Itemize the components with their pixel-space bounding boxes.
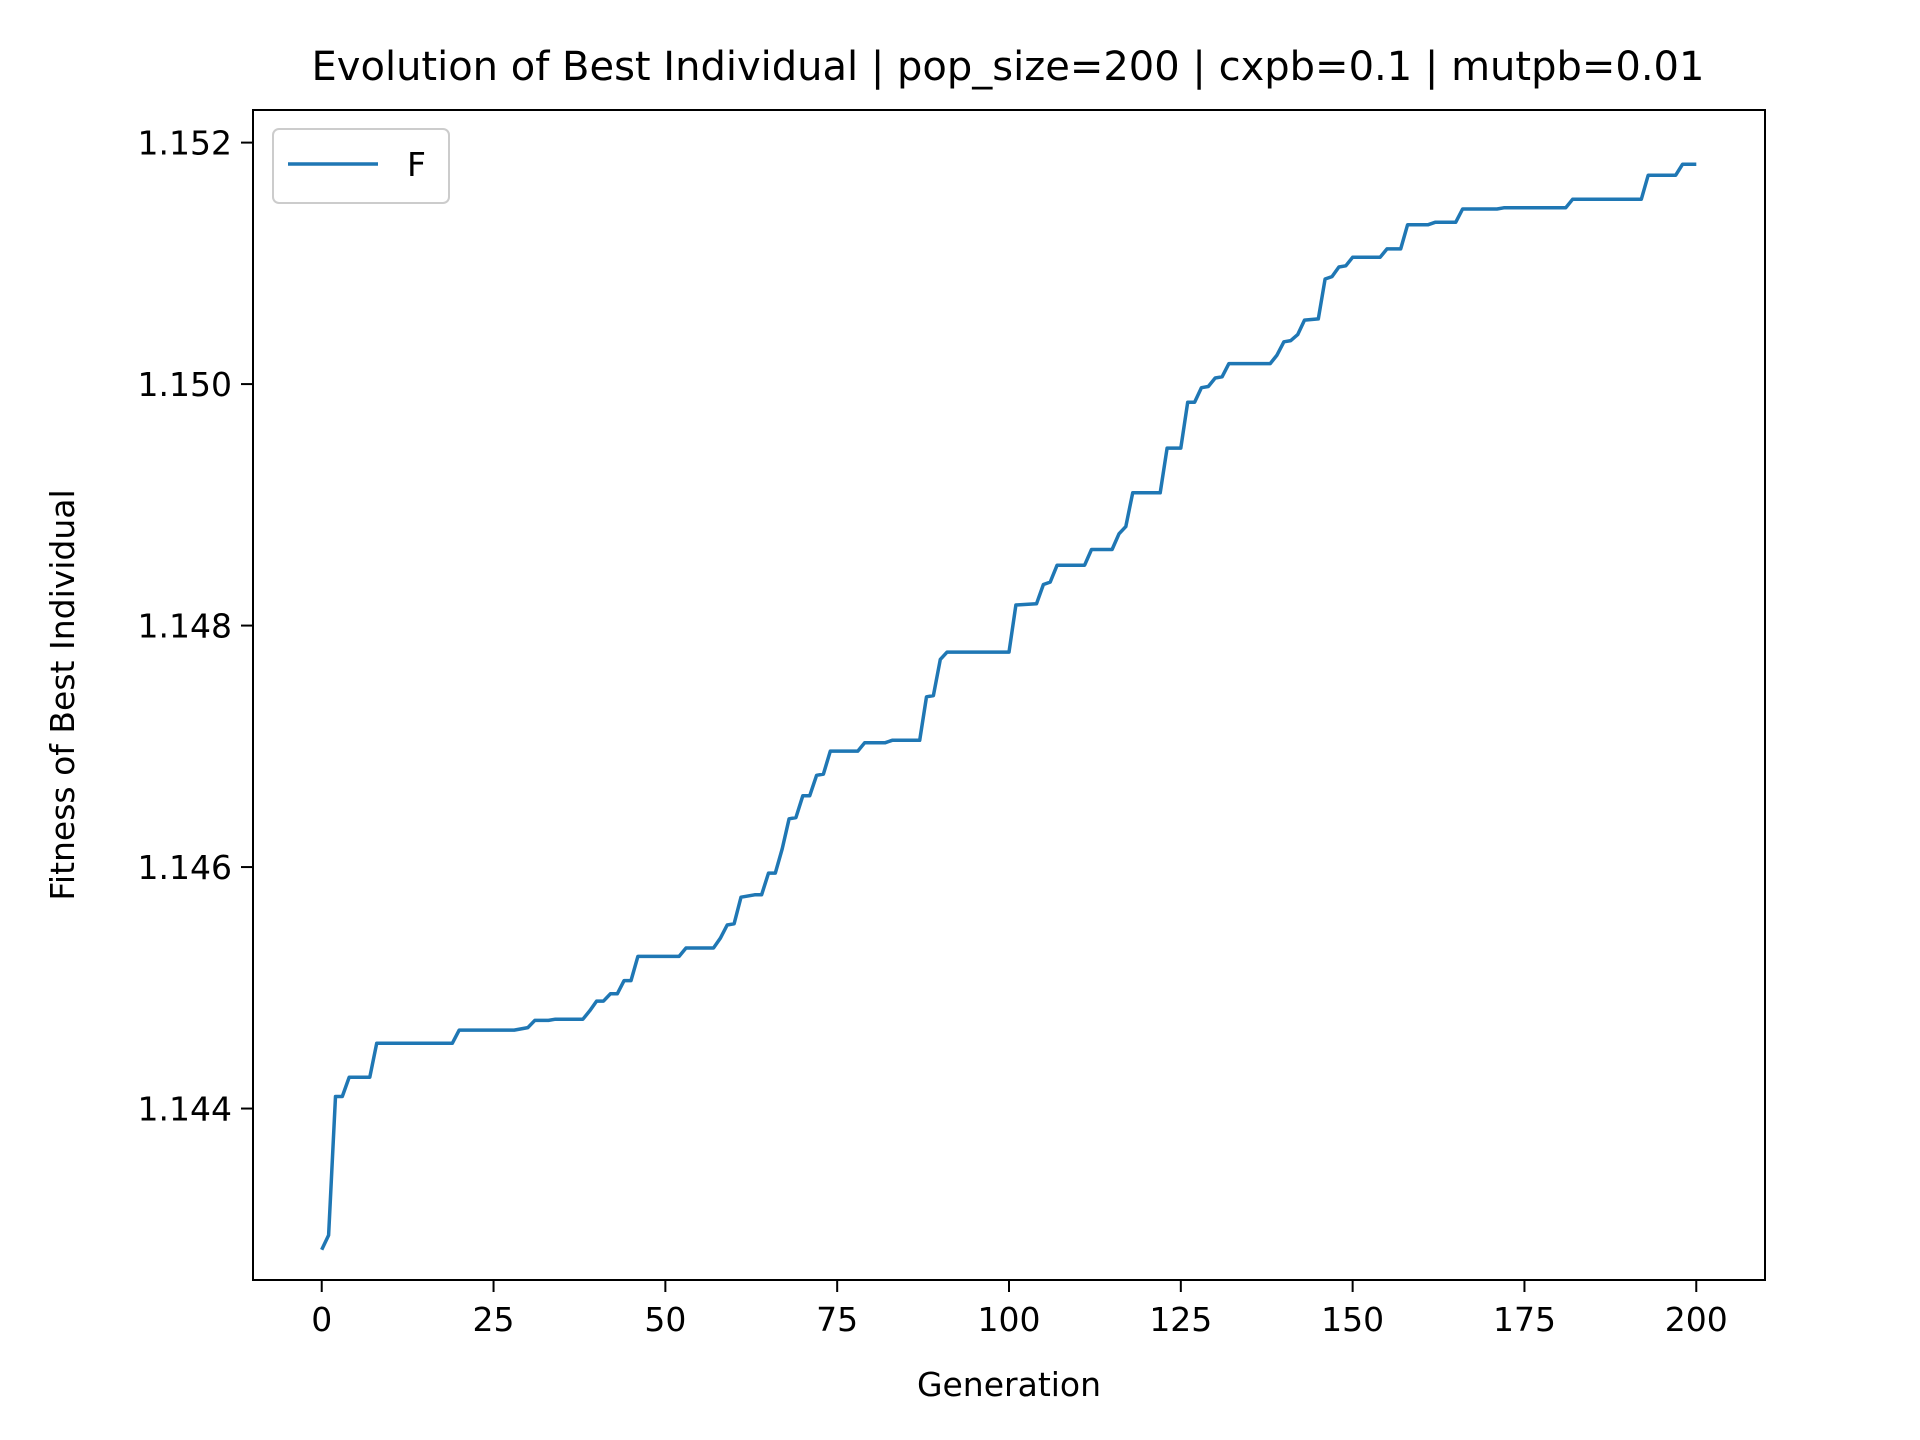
x-tick-label: 0 [311,1300,332,1339]
y-tick-label: 1.150 [138,365,232,404]
x-tick-label: 175 [1493,1300,1556,1339]
x-tick-label: 75 [816,1300,858,1339]
y-tick-label: 1.144 [138,1090,232,1129]
y-axis-label: Fitness of Best Individual [43,489,82,900]
y-tick-label: 1.152 [138,124,232,163]
y-tick-label: 1.146 [138,848,232,887]
y-tick-label: 1.148 [138,607,232,646]
plot-frame [252,109,1766,1281]
legend: F [272,128,450,204]
x-tick-label: 25 [473,1300,515,1339]
y-axis: 1.144 1.146 1.148 1.150 1.152 [138,124,253,1129]
x-tick-label: 100 [978,1300,1041,1339]
x-tick-label: 50 [644,1300,686,1339]
x-axis-label: Generation [917,1365,1101,1404]
x-tick-label: 125 [1149,1300,1212,1339]
chart-title: Evolution of Best Individual | pop_size=… [312,44,1705,90]
x-tick-label: 200 [1665,1300,1728,1339]
legend-frame [272,128,450,204]
series-line-f [320,162,1697,1251]
x-tick-label: 150 [1321,1300,1384,1339]
plot-area [253,110,1765,1280]
x-axis: 0 25 50 75 100 125 150 175 200 [311,1280,1728,1339]
legend-label-f: F [407,145,426,184]
